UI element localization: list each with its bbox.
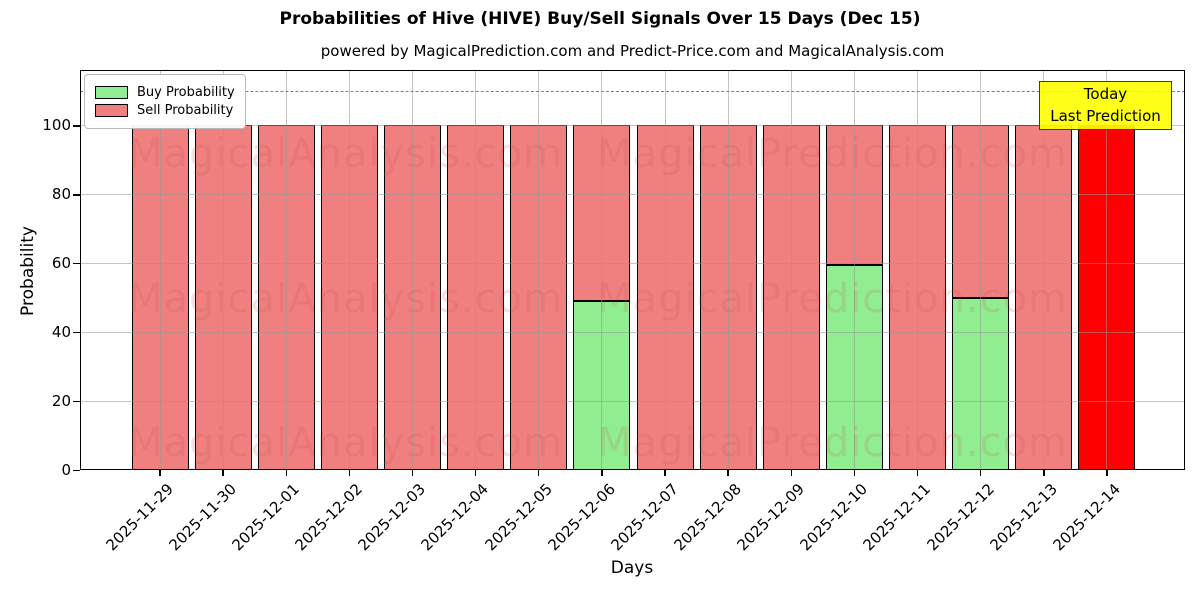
y-tick-mark (73, 401, 80, 403)
x-tick-mark (1043, 470, 1045, 476)
x-tick-mark (222, 470, 224, 476)
x-tick-label: 2025-12-04 (418, 480, 493, 555)
x-tick-label: 2025-12-07 (607, 480, 682, 555)
y-tick-mark (73, 125, 80, 127)
x-tick-label: 2025-11-30 (165, 480, 240, 555)
x-tick-label: 2025-12-10 (796, 480, 872, 555)
today-annotation-box: Today Last Prediction (1039, 81, 1172, 130)
x-tick-label: 2025-12-06 (544, 480, 619, 555)
x-tick-label: 2025-12-14 (1049, 480, 1124, 555)
x-tick-label: 2025-12-05 (481, 480, 556, 555)
x-tick-mark (916, 470, 919, 476)
x-tick-mark (601, 470, 603, 476)
x-tick-label: 2025-12-02 (291, 480, 367, 555)
legend-item: Buy Probability (95, 85, 235, 100)
y-tick-label: 20 (51, 392, 71, 411)
x-tick-mark (285, 470, 287, 476)
legend-item: Sell Probability (95, 103, 235, 118)
gridline-vertical (917, 70, 919, 470)
today-annotation-line1: Today (1083, 85, 1128, 104)
y-tick-label: 0 (61, 461, 71, 479)
gridline-vertical (1043, 70, 1045, 470)
plot-area (80, 70, 1185, 470)
y-tick-label: 100 (42, 116, 71, 135)
x-tick-mark (727, 470, 729, 476)
gridline-vertical (601, 70, 603, 470)
x-tick-mark (853, 470, 856, 476)
x-tick-label: 2025-11-29 (102, 480, 177, 555)
x-tick-label: 2025-12-08 (670, 480, 745, 555)
y-tick-mark (73, 332, 80, 334)
x-tick-mark (348, 470, 351, 476)
legend-label: Sell Probability (137, 103, 234, 118)
legend-swatch-icon (95, 104, 128, 117)
x-tick-mark (1106, 470, 1108, 476)
x-tick-mark (664, 470, 666, 476)
x-axis-label: Days (610, 558, 654, 578)
y-tick-mark (73, 194, 80, 196)
x-tick-mark (790, 470, 792, 476)
gridline-horizontal (80, 332, 1185, 334)
gridline-vertical (980, 70, 982, 470)
gridline-vertical (664, 70, 666, 470)
gridline-vertical (1106, 70, 1108, 470)
x-tick-mark (159, 470, 161, 476)
y-tick-label: 40 (51, 323, 71, 342)
today-annotation-line2: Last Prediction (1050, 106, 1161, 125)
x-tick-mark (411, 470, 414, 476)
y-tick-label: 80 (51, 185, 71, 204)
gridline-vertical (412, 70, 414, 470)
gridline-horizontal (80, 263, 1185, 265)
x-tick-label: 2025-12-09 (733, 480, 809, 555)
gridline-vertical (348, 70, 350, 470)
x-tick-label: 2025-12-03 (354, 480, 430, 555)
gridline-vertical (790, 70, 792, 470)
gridline-horizontal (80, 125, 1185, 127)
gridline-vertical (475, 70, 477, 470)
chart-title: Probabilities of Hive (HIVE) Buy/Sell Si… (279, 9, 921, 29)
x-tick-mark (538, 470, 540, 476)
dashed-guideline (80, 90, 1185, 92)
y-tick-mark (73, 470, 80, 472)
y-tick-label: 60 (51, 254, 71, 273)
y-tick-mark (73, 263, 80, 265)
x-tick-label: 2025-12-11 (859, 480, 935, 555)
gridline-vertical (159, 70, 161, 470)
chart-subtitle: powered by MagicalPrediction.com and Pre… (320, 42, 945, 60)
legend-label: Buy Probability (137, 85, 235, 100)
gridline-vertical (222, 70, 224, 470)
x-tick-label: 2025-12-12 (923, 480, 998, 555)
gridline-vertical (538, 70, 540, 470)
legend: Buy Probability Sell Probability (84, 74, 246, 129)
x-tick-label: 2025-12-01 (228, 480, 303, 555)
gridline-horizontal (80, 401, 1185, 403)
gridline-vertical (285, 70, 287, 470)
x-tick-mark (979, 470, 982, 476)
gridline-vertical (853, 70, 855, 470)
legend-swatch-icon (95, 86, 128, 99)
gridline-vertical (727, 70, 729, 470)
x-tick-mark (474, 470, 477, 476)
gridline-horizontal (80, 194, 1185, 196)
